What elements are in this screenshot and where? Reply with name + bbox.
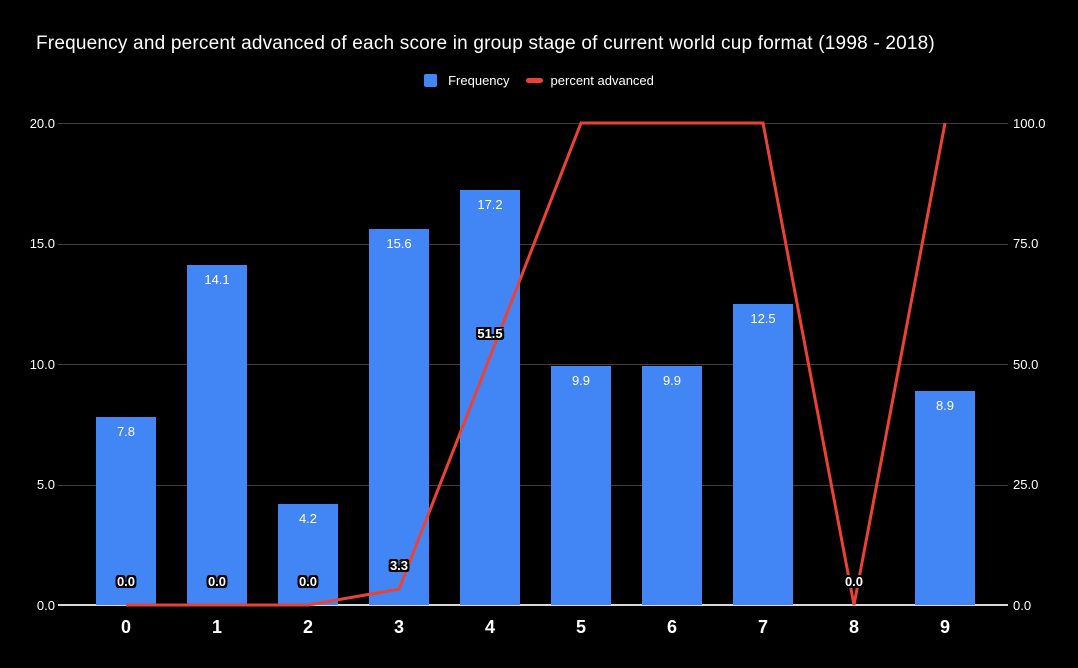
chart-title: Frequency and percent advanced of each s…	[36, 33, 935, 54]
frequency-bar	[460, 190, 520, 605]
percent-advanced-point-label: 51.5	[477, 325, 503, 341]
bar-value-label: 4.2	[298, 510, 318, 526]
frequency-bar	[642, 366, 702, 605]
bar-value-label: 9.9	[571, 373, 591, 389]
percent-advanced-point-label: 0.0	[844, 574, 864, 589]
legend-item-frequency: Frequency	[424, 73, 510, 88]
gridline	[58, 123, 1008, 124]
percent-advanced-point-label: 0.0	[116, 574, 136, 589]
x-axis-tick-label: 4	[484, 617, 495, 637]
bar-value-label: 17.2	[477, 197, 503, 213]
percent-advanced-line	[126, 121, 947, 607]
bar-value-label: 9.9	[662, 373, 682, 389]
left-axis-tick-label: 0.0	[36, 597, 55, 613]
x-axis-tick-label: 3	[393, 617, 404, 637]
frequency-swatch-icon	[424, 74, 438, 87]
legend-item-percent-advanced: percent advanced	[525, 73, 654, 88]
x-axis-tick-label: 0	[120, 617, 131, 637]
right-axis-tick-label: 25.0	[1013, 477, 1039, 492]
frequency-bar	[369, 229, 429, 605]
right-axis-tick-label: 50.0	[1013, 356, 1039, 372]
bar-value-label: 7.8	[116, 424, 136, 440]
left-axis-tick-label: 5.0	[36, 477, 55, 492]
bar-value-label: 8.9	[935, 397, 955, 413]
legend: Frequency percent advanced	[0, 73, 1078, 88]
legend-label-percent-advanced: percent advanced	[550, 73, 654, 88]
x-axis-tick-label: 6	[666, 617, 677, 637]
x-axis-tick-label: 1	[211, 617, 222, 637]
x-axis-tick-label: 8	[848, 617, 859, 637]
frequency-bar	[278, 503, 338, 605]
x-axis-tick-label: 7	[757, 617, 768, 637]
frequency-bar	[915, 390, 975, 605]
percent-advanced-point-label: 0.0	[207, 574, 227, 589]
left-axis-tick-label: 15.0	[29, 236, 55, 251]
right-axis-tick-label: 75.0	[1013, 236, 1039, 251]
bar-value-label: 14.1	[204, 272, 230, 288]
frequency-bar	[733, 303, 793, 605]
percent-advanced-swatch-icon	[525, 78, 543, 83]
bar-value-label: 12.5	[750, 310, 776, 326]
percent-advanced-point-label: 0.0	[298, 574, 318, 589]
right-axis-tick-label: 0.0	[1013, 597, 1032, 613]
gridline	[58, 484, 1008, 486]
x-axis-tick-label: 9	[939, 617, 950, 637]
x-axis-tick-label: 5	[575, 617, 586, 637]
right-axis-tick-label: 100.0	[1013, 115, 1046, 131]
gridline	[58, 364, 1008, 365]
x-axis-baseline	[58, 604, 1008, 606]
percent-advanced-point-label: 3.3	[389, 558, 409, 574]
left-axis-tick-label: 20.0	[29, 115, 55, 131]
left-axis-tick-label: 10.0	[29, 356, 55, 372]
frequency-bar	[551, 366, 611, 605]
frequency-bar	[187, 265, 247, 605]
legend-label-frequency: Frequency	[448, 73, 510, 88]
frequency-bar	[96, 417, 156, 605]
bar-value-label: 15.6	[386, 236, 412, 252]
x-axis-tick-label: 2	[302, 617, 313, 637]
